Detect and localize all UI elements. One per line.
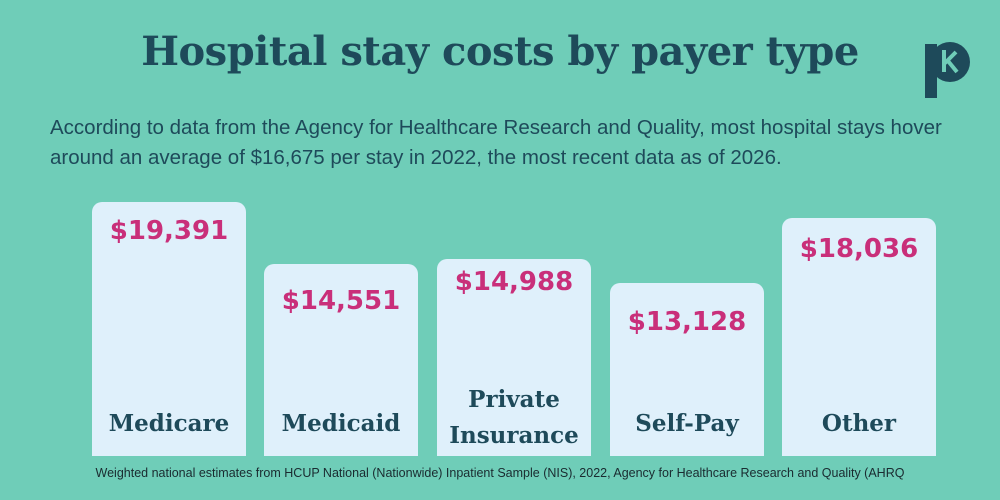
bar-self-pay: $13,128 Self-Pay: [610, 283, 764, 456]
bar-other: $18,036 Other: [782, 218, 936, 456]
bar-medicaid: $14,551 Medicaid: [264, 264, 418, 456]
bar-medicare: $19,391 Medicare: [92, 202, 246, 456]
bar-label: Medicaid: [281, 410, 401, 437]
pk-logo-icon: [925, 42, 970, 98]
bar-label: Private Insurance: [449, 386, 579, 449]
bar-value: $13,128: [627, 307, 747, 337]
bar-value: $19,391: [109, 216, 229, 246]
bar-label: Self-Pay: [635, 410, 739, 437]
bar-private-insurance: $14,988 Private Insurance: [437, 259, 591, 456]
subtitle: According to data from the Agency for He…: [50, 116, 942, 169]
bar-label: Medicare: [108, 410, 230, 437]
bar-value: $14,551: [281, 286, 401, 316]
bar-value: $14,988: [454, 267, 574, 297]
bar-label: Other: [821, 410, 897, 437]
page-title: Hospital stay costs by payer type: [141, 28, 859, 75]
bar-value: $18,036: [799, 234, 919, 264]
source-note: Weighted national estimates from HCUP Na…: [95, 466, 905, 480]
